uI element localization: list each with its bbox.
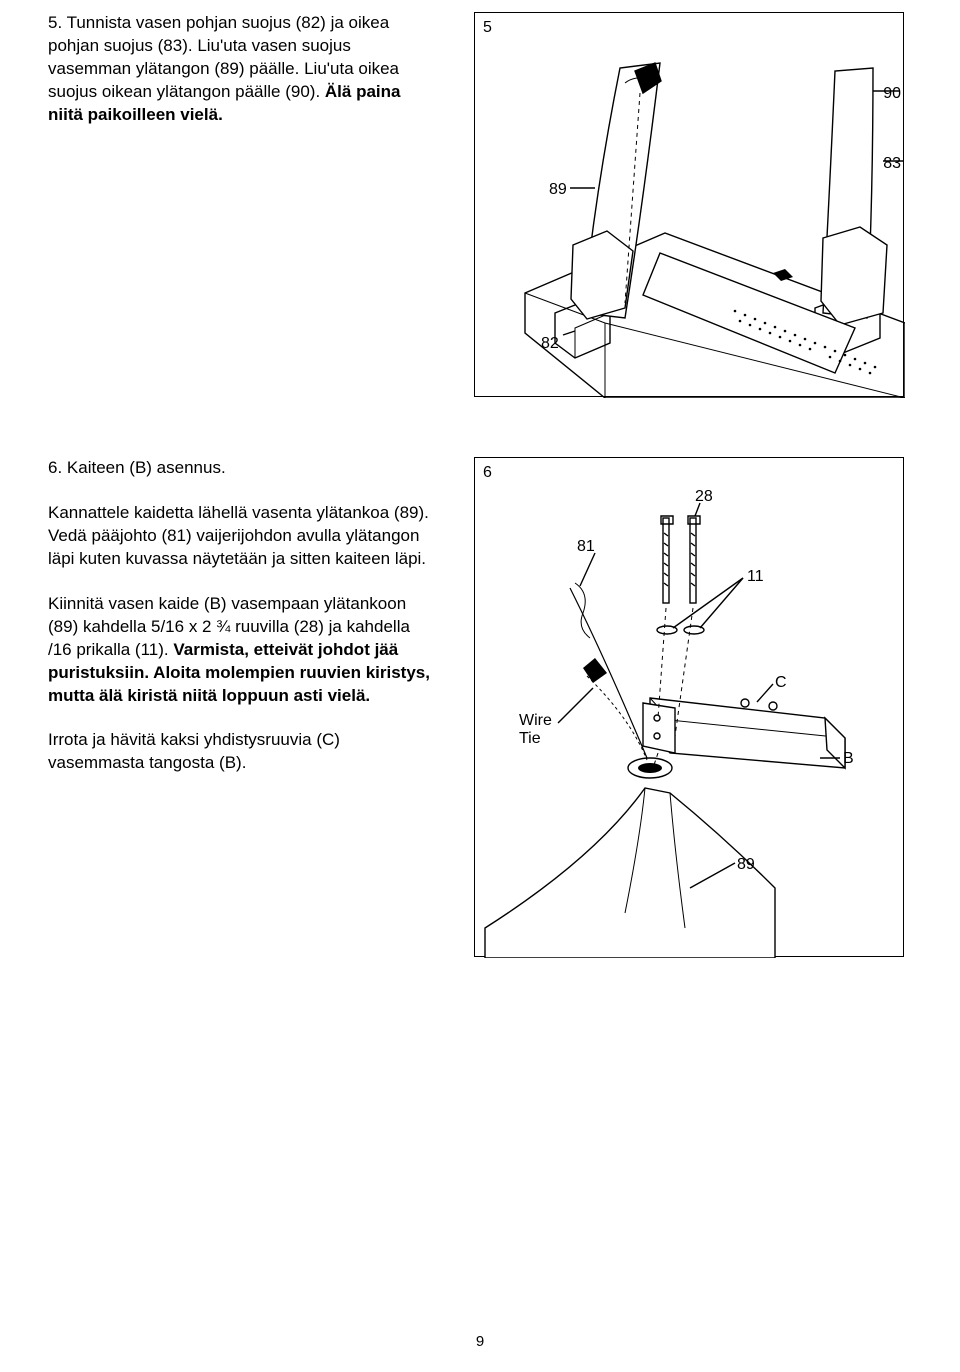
figure6-svg xyxy=(475,458,905,958)
step6-para2: Kiinnitä vasen kaide (B) vasempaan yläta… xyxy=(48,593,438,708)
figure5-number: 5 xyxy=(483,17,492,39)
step5-text: 5. Tunnista vasen pohjan suojus (82) ja … xyxy=(48,12,438,397)
fig5-label-90: 90 xyxy=(883,83,901,105)
figure5-col: 5 xyxy=(474,12,912,397)
figure6-col: 6 xyxy=(474,457,912,957)
page-number: 9 xyxy=(0,1332,960,1352)
fig6-label-81: 81 xyxy=(577,536,595,558)
step5-para1: 5. Tunnista vasen pohjan suojus (82) ja … xyxy=(48,12,438,127)
step5-row: 5. Tunnista vasen pohjan suojus (82) ja … xyxy=(48,12,912,397)
fig6-label-B: B xyxy=(843,748,854,770)
fig6-label-wire2: Tie xyxy=(519,728,541,750)
fig6-label-C: C xyxy=(775,672,787,694)
fig6-label-89: 89 xyxy=(737,854,755,876)
step6-para1: Kannattele kaidetta lähellä vasenta ylät… xyxy=(48,502,438,571)
step6-heading: 6. Kaiteen (B) asennus. xyxy=(48,457,438,480)
step6-row: 6. Kaiteen (B) asennus. Kannattele kaide… xyxy=(48,457,912,957)
fig5-label-83: 83 xyxy=(883,153,901,175)
figure6-number: 6 xyxy=(483,462,492,484)
fig5-label-82: 82 xyxy=(541,333,559,355)
fig6-label-28: 28 xyxy=(695,486,713,508)
fig5-label-89: 89 xyxy=(549,179,567,201)
step6-para3: Irrota ja hävitä kaksi yhdistysruuvia (C… xyxy=(48,729,438,775)
fig6-label-11: 11 xyxy=(747,566,764,588)
figure5: 5 xyxy=(474,12,904,397)
step6-text: 6. Kaiteen (B) asennus. Kannattele kaide… xyxy=(48,457,438,957)
figure6: 6 xyxy=(474,457,904,957)
figure5-svg xyxy=(475,13,905,398)
